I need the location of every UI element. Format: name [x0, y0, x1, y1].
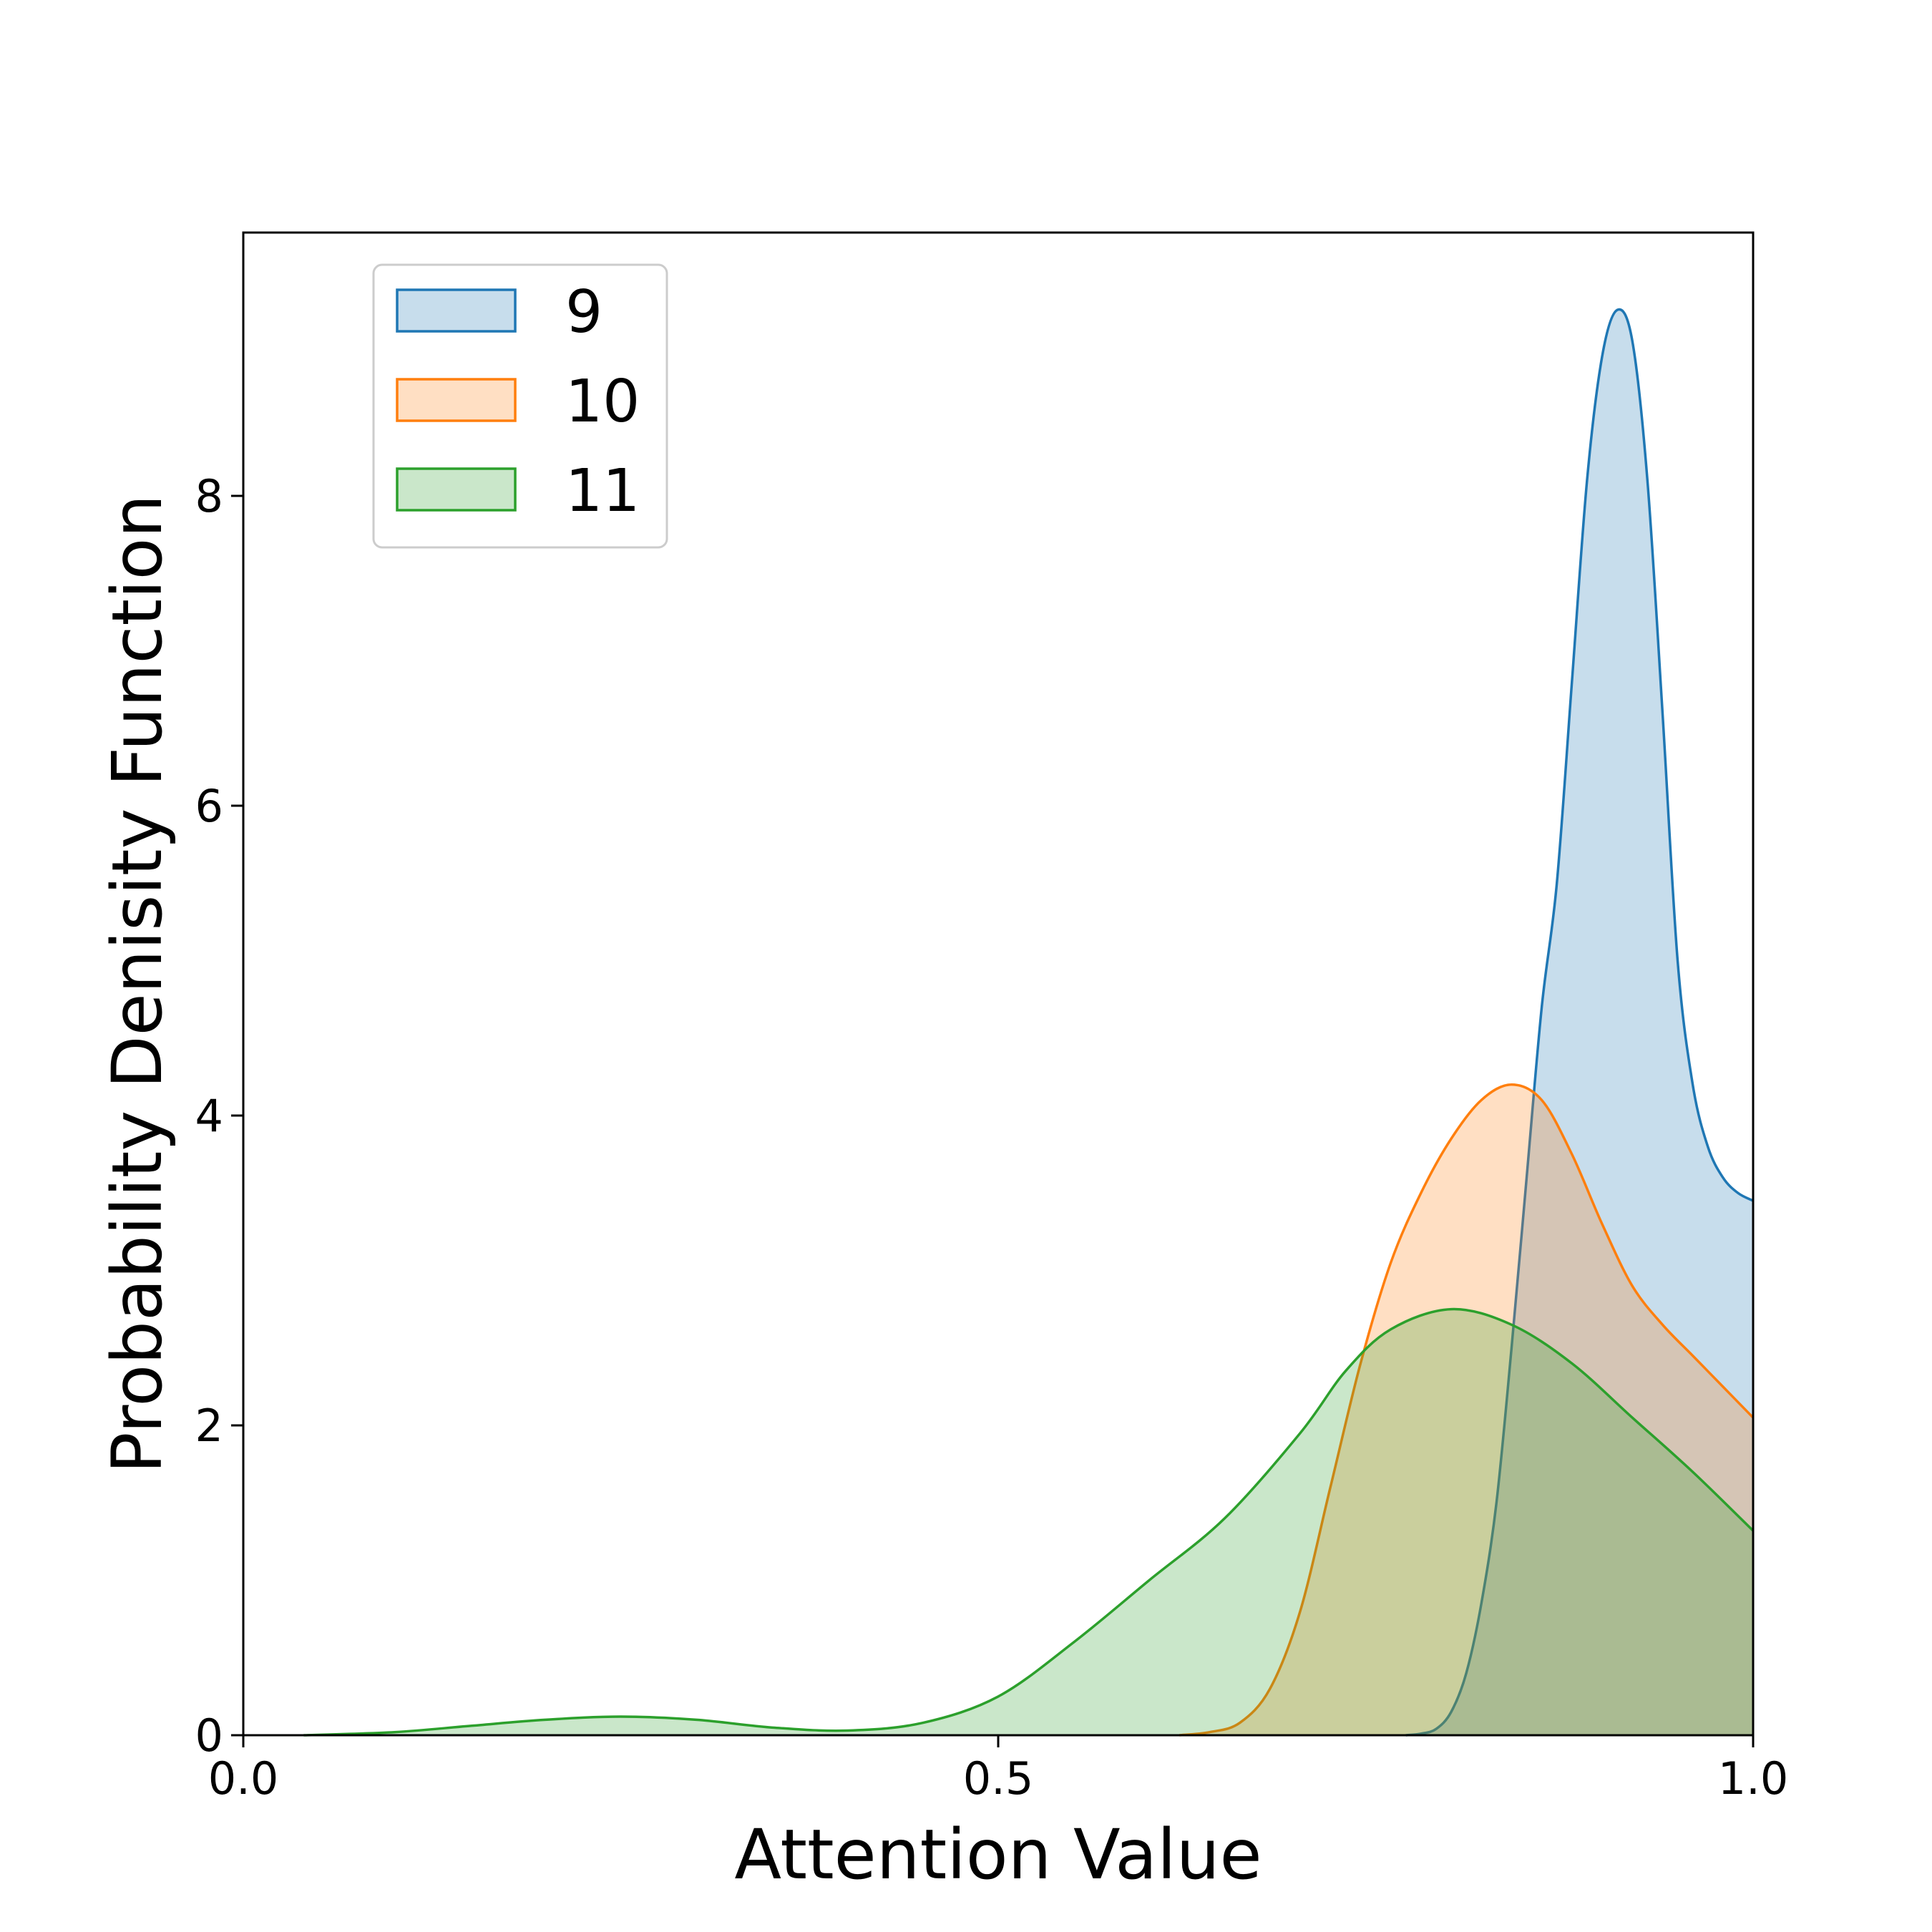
legend-label-9: 9 — [565, 278, 602, 346]
legend-box — [372, 263, 668, 549]
x-axis-label: Attention Value — [734, 1815, 1262, 1895]
series-11-line — [303, 1307, 1755, 1737]
legend-label-10: 10 — [565, 368, 640, 436]
y-tick-label: 8 — [195, 470, 223, 522]
y-axis-ticks: 0 2 4 6 8 — [195, 470, 243, 1762]
x-tick-label: 0.0 — [208, 1752, 279, 1805]
y-tick-label: 4 — [195, 1090, 223, 1142]
series-layer — [303, 308, 1755, 1737]
series-10-area — [1179, 1084, 1753, 1735]
series-9-area — [1405, 309, 1753, 1736]
x-axis-ticks: 0.0 0.5 1.0 — [208, 1735, 1789, 1805]
y-axis-label: Probability Denisity Function — [97, 494, 177, 1473]
series-9-line — [1405, 308, 1754, 1737]
series-11-area — [303, 1309, 1753, 1735]
y-tick-label: 6 — [195, 780, 223, 832]
legend-label-11: 11 — [565, 457, 640, 525]
series-10-line — [1179, 1083, 1755, 1737]
legend: 9 10 11 — [372, 263, 668, 549]
legend-entries: 9 10 11 — [396, 278, 640, 525]
legend-swatch-9 — [396, 288, 517, 333]
legend-swatch-10 — [396, 378, 517, 422]
y-tick-label: 0 — [195, 1709, 223, 1762]
y-tick-label: 2 — [195, 1400, 223, 1452]
x-tick-label: 1.0 — [1718, 1752, 1789, 1805]
legend-swatch-11 — [396, 467, 517, 512]
x-tick-label: 0.5 — [963, 1752, 1034, 1805]
